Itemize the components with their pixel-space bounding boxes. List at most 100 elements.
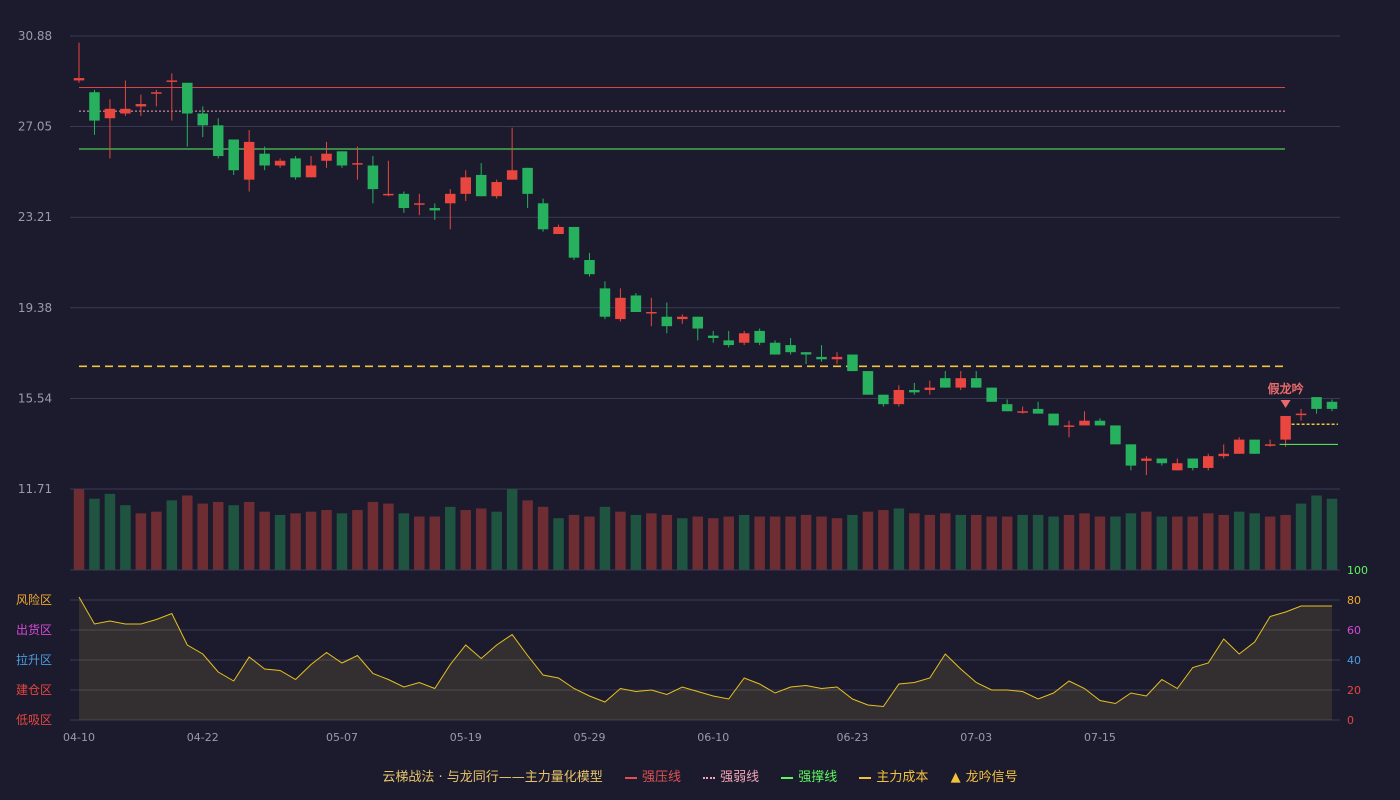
candle-body <box>290 158 301 178</box>
volume-bar <box>135 513 147 570</box>
candle-body <box>1202 456 1214 468</box>
volume-bar <box>769 516 781 570</box>
volume-bar <box>522 500 533 570</box>
candle-body <box>1141 458 1152 461</box>
candle-body <box>352 163 363 165</box>
volume-bar <box>506 489 518 570</box>
volume-bar <box>1001 516 1013 570</box>
candle-body <box>475 174 487 197</box>
volume-bar <box>970 514 982 570</box>
risk-area <box>79 597 1332 720</box>
candle-body <box>878 394 889 405</box>
candle-body <box>336 151 348 166</box>
candle-body <box>769 342 781 355</box>
candle-body <box>986 387 997 402</box>
signal-label: 假龙吟 <box>1268 381 1304 396</box>
candle-body <box>398 193 410 209</box>
legend-item-resistance[interactable]: 强压线 <box>624 770 681 785</box>
candle-body <box>135 104 147 107</box>
volume-bar <box>646 513 657 570</box>
candle-body <box>1125 444 1137 466</box>
candle-body <box>847 354 858 372</box>
candle-body <box>1017 411 1028 413</box>
volume-bar <box>274 514 286 570</box>
legend-title: 云梯战法 · 与龙同行——主力量化模型 <box>382 770 603 785</box>
chart-legend: 云梯战法 · 与龙同行——主力量化模型 强压线 强弱线 强撑线 主力成本 ▲ 龙吟… <box>0 766 1400 785</box>
legend-item-cost[interactable]: 主力成本 <box>859 770 928 785</box>
candle-body <box>429 208 441 211</box>
candle-body <box>1079 420 1090 426</box>
volume-bar <box>398 513 410 570</box>
candle-body <box>1295 413 1307 416</box>
risk-zone-label: 拉升区 <box>16 652 52 667</box>
x-tick-label: 04-22 <box>187 731 219 744</box>
volume-bar <box>259 511 270 570</box>
volume-bar <box>537 506 549 570</box>
volume-bar <box>151 511 162 570</box>
candle-body <box>274 160 286 166</box>
candle-body <box>955 378 967 388</box>
volume-bar <box>924 514 936 570</box>
x-tick-label: 06-23 <box>836 731 868 744</box>
candle-body <box>754 330 765 343</box>
candle-body <box>1264 444 1276 446</box>
volume-bar <box>847 514 858 570</box>
candle-body <box>1218 453 1229 457</box>
x-tick-label: 05-19 <box>450 731 482 744</box>
risk-zone-label: 低吸区 <box>16 713 52 727</box>
volume-bar <box>1172 516 1183 570</box>
candle-body <box>738 333 750 343</box>
candle-body <box>568 226 580 258</box>
candle-body <box>692 316 704 329</box>
candle-body <box>1032 408 1044 414</box>
volume-bar <box>955 514 967 570</box>
volume-bar <box>553 518 564 570</box>
candle-body <box>151 92 162 94</box>
risk-zone-label: 风险区 <box>16 592 52 607</box>
volume-bar <box>104 493 116 570</box>
risk-tick-label: 100 <box>1347 564 1368 577</box>
candle-body <box>228 139 239 171</box>
risk-tick-label: 60 <box>1347 624 1361 637</box>
candle-body <box>1311 397 1322 409</box>
candle-body <box>259 153 270 166</box>
candle-body <box>120 108 131 114</box>
legend-item-signal[interactable]: ▲ 龙吟信号 <box>951 770 1018 785</box>
volume-bar <box>197 503 209 570</box>
volume-bar <box>615 511 626 570</box>
volume-bar <box>816 516 827 570</box>
candle-body <box>661 316 673 327</box>
candle-body <box>367 165 379 190</box>
volume-bar <box>1079 513 1090 570</box>
x-tick-label: 05-07 <box>326 731 358 744</box>
volume-bar <box>1094 516 1106 570</box>
legend-swatch-weak <box>703 776 716 779</box>
volume-bar <box>986 516 997 570</box>
volume-bar <box>584 516 595 570</box>
candle-body <box>1172 463 1183 471</box>
candle-body <box>646 312 657 314</box>
candle-body <box>909 389 920 393</box>
y-tick-label: 11.71 <box>18 482 52 496</box>
candle-body <box>89 92 100 121</box>
volume-bar <box>1156 516 1168 570</box>
candle-body <box>506 170 518 180</box>
volume-bar <box>568 514 580 570</box>
candle-body <box>522 167 533 194</box>
candle-body <box>414 203 425 205</box>
risk-tick-label: 80 <box>1347 594 1361 607</box>
candle-body <box>816 356 827 360</box>
legend-item-weak[interactable]: 强弱线 <box>703 770 759 785</box>
volume-bar <box>475 508 487 570</box>
candle-body <box>707 335 719 338</box>
volume-bar <box>228 505 239 570</box>
volume-bar <box>336 513 348 570</box>
candle-body <box>166 80 178 82</box>
legend-item-support[interactable]: 强撑线 <box>781 770 837 785</box>
x-tick-label: 07-03 <box>960 731 992 744</box>
candle-body <box>1280 415 1291 440</box>
candle-body <box>182 82 193 114</box>
volume-bar <box>1202 513 1214 570</box>
volume-bar <box>677 518 688 570</box>
